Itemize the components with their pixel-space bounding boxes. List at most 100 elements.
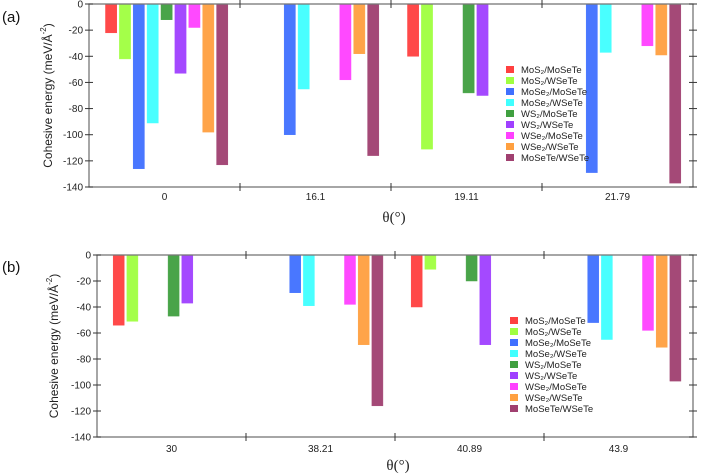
legend-swatch: [506, 110, 514, 117]
legend-label: MoSeTe/WSeTe: [525, 404, 593, 415]
bar: [105, 3, 117, 34]
bar: [297, 3, 310, 90]
y-axis-label-superscript: -2: [39, 27, 48, 35]
legend-swatch: [510, 372, 518, 379]
bar: [303, 254, 315, 306]
legend-swatch: [506, 66, 514, 73]
y-tick-label: -40: [77, 303, 92, 314]
legend-label: MoSe₂/WSeTe: [525, 349, 587, 360]
legend: MoS₂/MoSeTeMoS₂/WSeTeMoSe₂/MoSeTeMoSe₂/W…: [510, 316, 593, 415]
bar: [465, 254, 478, 282]
y-tick-label: 0: [85, 251, 91, 262]
y-tick-label: 0: [77, 0, 83, 11]
bar: [339, 3, 352, 81]
y-tick-label: -100: [63, 130, 83, 141]
x-tick-label: 43.9: [609, 444, 629, 455]
y-tick-label: -40: [69, 52, 84, 63]
bar: [132, 3, 145, 169]
y-tick-label: -120: [63, 156, 83, 167]
bar: [371, 254, 384, 407]
y-tick-label: -20: [77, 277, 92, 288]
y-tick-label: -60: [69, 78, 84, 89]
legend-label: WS₂/MoSeTe: [521, 109, 577, 120]
y-tick-label: -80: [77, 355, 92, 366]
legend-swatch: [510, 394, 518, 401]
bar: [119, 3, 131, 60]
y-axis-label-text: Cohesive energy (meV/Å: [40, 34, 55, 167]
legend-swatch: [506, 99, 514, 106]
legend-label: WSe₂/MoSeTe: [525, 382, 587, 393]
bar: [160, 3, 173, 20]
x-axis-label: θ(°): [386, 458, 409, 474]
x-tick-label: 38.21: [308, 444, 333, 455]
y-tick-label: -120: [71, 407, 91, 418]
bar: [655, 3, 668, 56]
legend-label: WS₂/WSeTe: [521, 120, 573, 131]
y-tick-label: -20: [69, 26, 84, 37]
y-axis-label: Cohesive energy (meV/Å-2): [45, 274, 61, 419]
bar: [641, 3, 654, 47]
chart-panel-b: 0 -20 -40 -60 -80 -100 -120 -140 30 38.21 40.89 43.…: [2, 251, 697, 474]
x-axis-label: θ(°): [382, 210, 405, 226]
x-tick-label: 40.89: [457, 444, 482, 455]
bar: [112, 254, 125, 326]
x-tick-label: 30: [166, 444, 178, 455]
legend-swatch: [510, 361, 518, 368]
legend-swatch: [510, 328, 518, 335]
legend-label: MoS₂/WSeTe: [525, 327, 581, 338]
legend-swatch: [506, 88, 514, 95]
legend-label: MoSe₂/MoSeTe: [521, 87, 587, 98]
bar: [424, 254, 437, 270]
legend-swatch: [510, 317, 518, 324]
bar: [655, 254, 668, 348]
bar: [669, 3, 682, 184]
legend-label: WSe₂/WSeTe: [525, 393, 583, 404]
legend-label: WS₂/WSeTe: [525, 371, 577, 382]
x-tick-label: 21.79: [605, 192, 630, 203]
legend-label: WSe₂/MoSeTe: [521, 131, 583, 142]
y-tick-label: -100: [71, 381, 91, 392]
bar: [146, 3, 159, 124]
bar: [353, 3, 366, 54]
bar: [462, 3, 475, 94]
legend-swatch: [506, 143, 514, 150]
chart-panel-a: 0 -20 -40 -60 -80 -100 -120 -140 0 16.1 19.11 21.79…: [2, 0, 697, 226]
bar: [344, 254, 356, 305]
x-tick-label: 19.11: [454, 192, 479, 203]
y-axis-label-end: ): [47, 274, 61, 278]
y-axis-label-text: Cohesive energy (meV/Å: [46, 285, 61, 418]
legend-swatch: [506, 132, 514, 139]
x-tick-label: 0: [162, 192, 168, 203]
legend-label: WSe₂/WSeTe: [521, 142, 579, 153]
bar: [421, 3, 433, 150]
bar: [407, 3, 419, 57]
legend-swatch: [510, 339, 518, 346]
legend-swatch: [510, 383, 518, 390]
legend-swatch: [510, 350, 518, 357]
y-axis-label: Cohesive energy (meV/Å-2): [39, 23, 55, 168]
bar: [476, 3, 489, 96]
bar: [479, 254, 492, 345]
bar: [126, 254, 139, 322]
bar: [599, 3, 612, 53]
bar: [601, 254, 613, 340]
y-axis-label-superscript: -2: [45, 277, 54, 285]
bar: [202, 3, 215, 133]
bar: [188, 3, 201, 28]
legend: MoS₂/MoSeTeMoS₂/WSeTeMoSe₂/MoSeTeMoSe₂/W…: [506, 65, 589, 164]
legend-swatch: [506, 121, 514, 128]
panel-label: (a): [2, 9, 20, 26]
bar: [174, 3, 187, 74]
y-tick-label: -80: [69, 104, 84, 115]
y-tick-label: -140: [71, 433, 91, 444]
bar: [669, 254, 682, 382]
bar: [357, 254, 370, 345]
bar: [585, 3, 598, 173]
legend-label: MoS₂/MoSeTe: [521, 65, 582, 76]
bar: [367, 3, 380, 156]
y-tick-label: -140: [63, 183, 83, 194]
bar: [216, 3, 229, 166]
legend-swatch: [506, 77, 514, 84]
bar: [410, 254, 423, 308]
